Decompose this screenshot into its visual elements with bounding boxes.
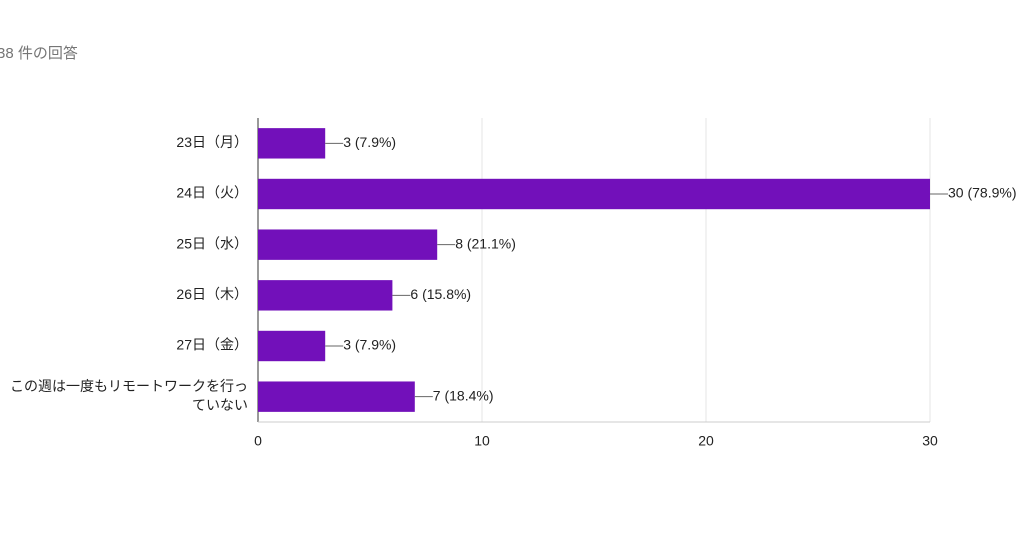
data-label: 6 (15.8%) [410, 286, 471, 302]
bar [258, 178, 930, 210]
x-tick-label: 20 [698, 433, 714, 449]
bar [258, 381, 415, 412]
bar [258, 128, 326, 159]
y-tick-label: 27日（金） [176, 337, 248, 353]
x-tick-label: 0 [254, 433, 262, 449]
data-label: 7 (18.4%) [433, 387, 494, 403]
x-tick-label: 10 [474, 433, 490, 449]
x-tick-label: 30 [922, 433, 938, 449]
y-tick-label: 24日（火） [176, 185, 248, 201]
data-label: 3 (7.9%) [343, 337, 396, 353]
bar [258, 280, 393, 311]
data-label: 8 (21.1%) [455, 235, 516, 251]
y-tick-label: この週は一度もリモートワークを行っていない [10, 378, 248, 413]
data-label: 30 (78.9%) [948, 185, 1016, 201]
y-tick-label: 25日（水） [176, 235, 248, 251]
y-tick-label: 23日（月） [176, 134, 248, 150]
data-label: 3 (7.9%) [343, 134, 396, 150]
bar [258, 330, 326, 362]
y-tick-label: 26日（木） [176, 286, 248, 302]
chart-subtitle: 38 件の回答 [0, 45, 78, 62]
bar [258, 229, 438, 260]
